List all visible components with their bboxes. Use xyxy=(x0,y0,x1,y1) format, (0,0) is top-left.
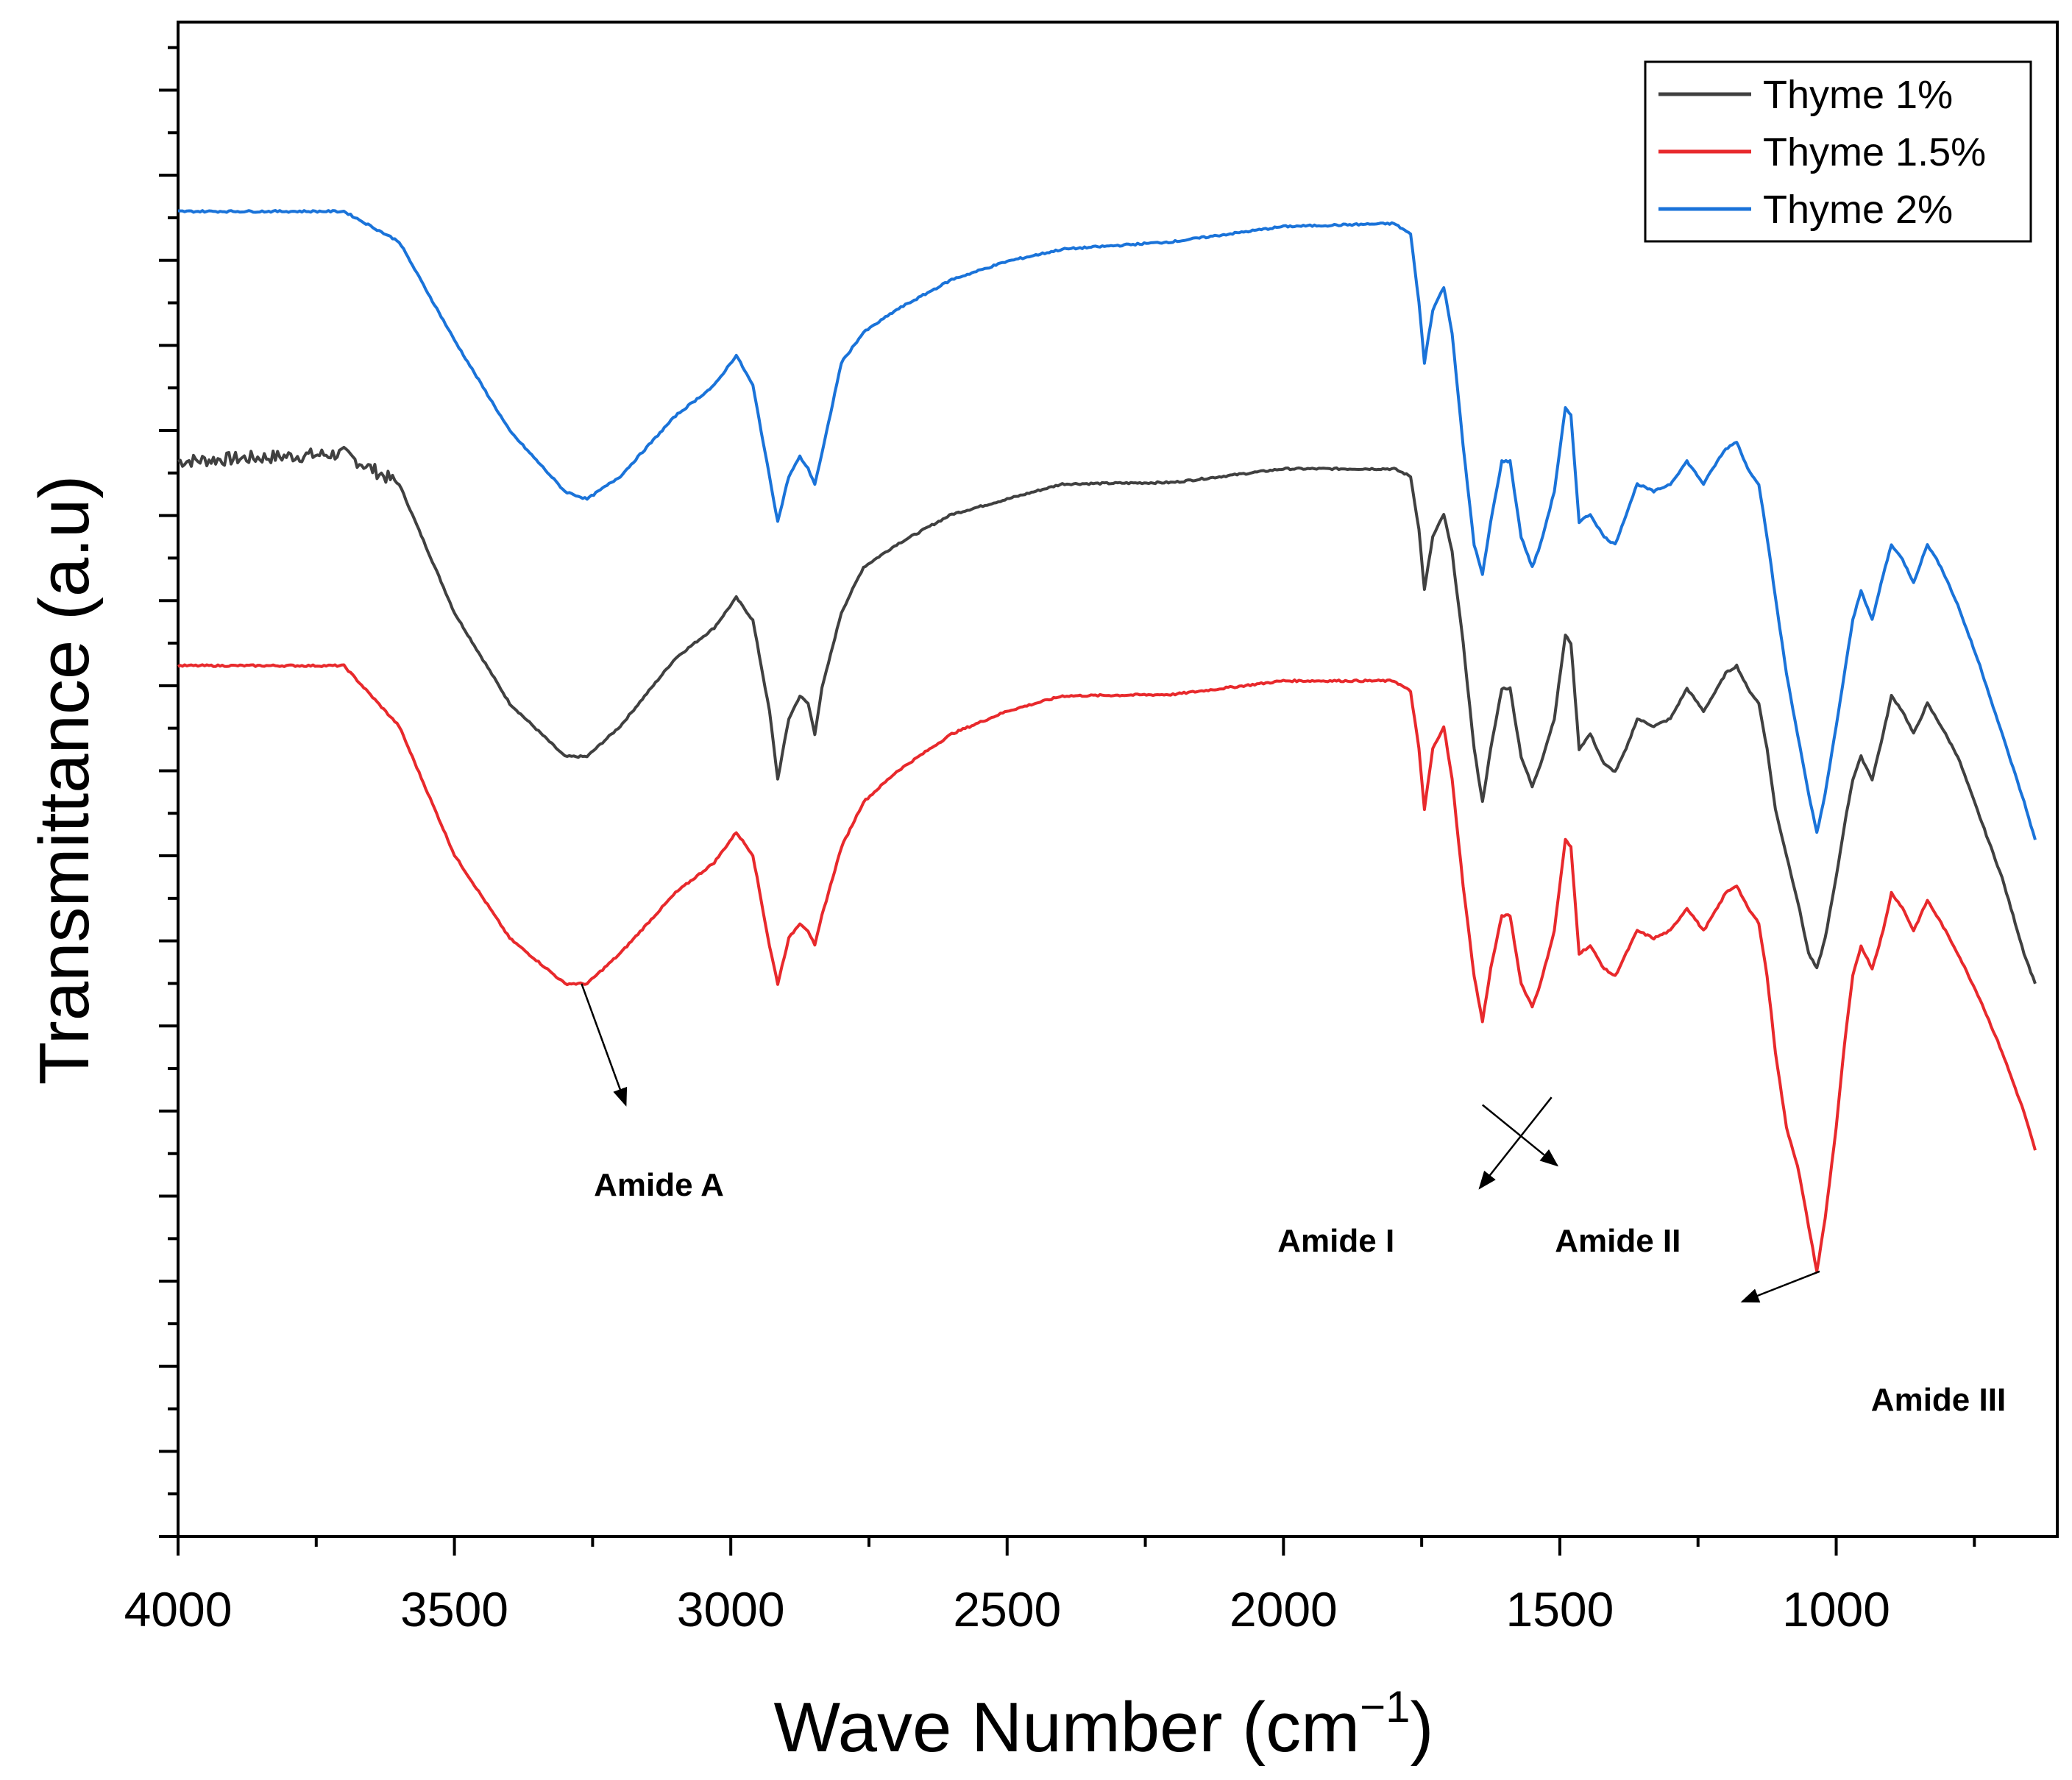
x-axis-ticks: 4000 3500 3000 2500 2000 1500 1000 xyxy=(124,1536,1976,1637)
x-tick-label: 4000 xyxy=(124,1582,233,1637)
legend-label: Thyme 1% xyxy=(1763,73,1953,117)
x-axis-title-main: Wave Number (cm xyxy=(774,1688,1360,1767)
series-line-2 xyxy=(177,663,2037,1273)
series-layer xyxy=(177,209,2037,1273)
annotation-label: Amide I xyxy=(1277,1223,1394,1259)
x-axis-title-end: ) xyxy=(1411,1688,1434,1767)
annotation-arrow xyxy=(1740,1270,1820,1303)
y-axis-ticks xyxy=(159,46,178,1538)
annotation-label: Amide III xyxy=(1871,1382,2006,1418)
annotation-arrow xyxy=(1481,1104,1559,1167)
x-tick-label: 3000 xyxy=(677,1582,785,1637)
annotation-arrow xyxy=(581,983,628,1107)
series-line-1 xyxy=(177,445,2037,985)
plot-frame xyxy=(177,21,2059,1538)
legend-label: Thyme 2% xyxy=(1763,188,1953,232)
x-tick-label: 1000 xyxy=(1782,1582,1890,1637)
annotation-label: Amide A xyxy=(594,1167,724,1203)
x-axis-title: Wave Number (cm−1) xyxy=(774,1682,1434,1767)
annotation-label: Amide II xyxy=(1555,1223,1681,1259)
annotations-layer: Amide A Amide I Amide II Amide III xyxy=(581,983,2006,1418)
x-axis-title-superscript: −1 xyxy=(1360,1682,1410,1731)
series-line-3 xyxy=(177,209,2037,840)
x-tick-label: 2500 xyxy=(953,1582,1061,1637)
annotation-arrow xyxy=(1478,1096,1553,1190)
legend: Thyme 1% Thyme 1.5% Thyme 2% xyxy=(1644,60,2032,243)
x-tick-label: 2000 xyxy=(1230,1582,1338,1637)
x-tick-label: 1500 xyxy=(1506,1582,1614,1637)
legend-label: Thyme 1.5% xyxy=(1763,130,1986,174)
x-tick-label: 3500 xyxy=(400,1582,508,1637)
y-axis-title: Transmittance (a.u) xyxy=(25,475,104,1085)
